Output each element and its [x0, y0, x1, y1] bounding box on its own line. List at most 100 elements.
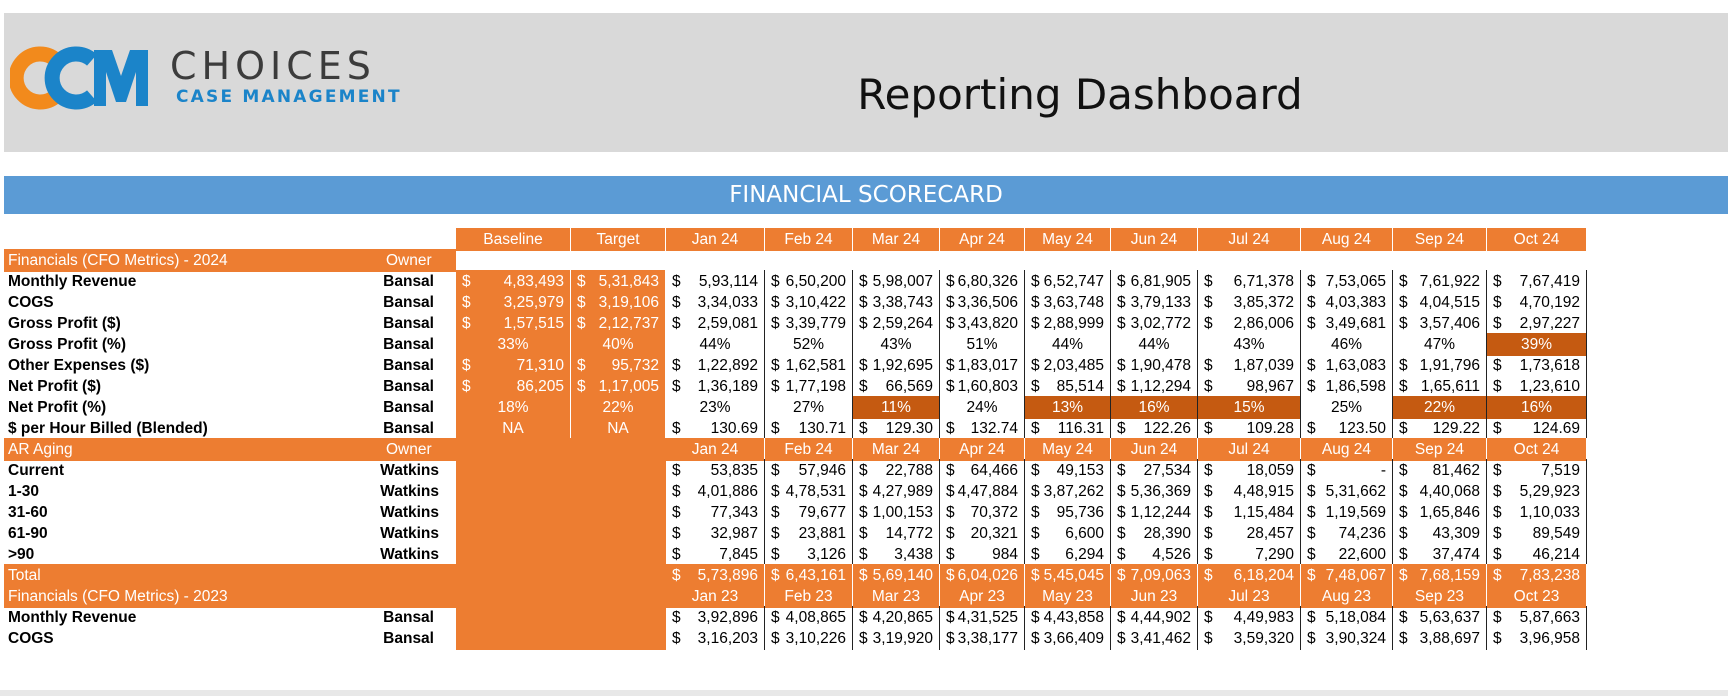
- month-value-cell[interactable]: $3,39,779: [765, 312, 853, 335]
- month-value-cell[interactable]: $1,65,611: [1393, 375, 1487, 398]
- month-value-cell[interactable]: 51%: [940, 333, 1025, 356]
- month-value-cell[interactable]: $1,36,189: [666, 375, 765, 398]
- month-value-cell[interactable]: $130.69: [666, 417, 765, 440]
- month-value-cell[interactable]: $53,835: [666, 459, 765, 482]
- month-value-cell[interactable]: $3,10,226: [765, 627, 853, 650]
- month-value-cell[interactable]: $3,16,203: [666, 627, 765, 650]
- month-value-cell[interactable]: $4,526: [1111, 543, 1198, 566]
- month-value-cell[interactable]: $3,87,262: [1025, 480, 1111, 503]
- month-value-cell[interactable]: $3,88,697: [1393, 627, 1487, 650]
- month-value-cell[interactable]: $4,03,383: [1301, 291, 1393, 314]
- month-value-cell[interactable]: $2,59,264: [853, 312, 940, 335]
- column-header-month[interactable]: Mar 24: [853, 228, 940, 251]
- baseline-cell[interactable]: 18%: [456, 396, 571, 419]
- month-value-cell[interactable]: $129.22: [1393, 417, 1487, 440]
- column-header-baseline[interactable]: Baseline: [456, 228, 571, 251]
- month-value-cell[interactable]: $130.71: [765, 417, 853, 440]
- column-header-month[interactable]: Apr 23: [940, 585, 1025, 608]
- month-value-cell[interactable]: $85,514: [1025, 375, 1111, 398]
- month-value-cell[interactable]: $3,92,896: [666, 606, 765, 629]
- month-value-cell[interactable]: $116.31: [1025, 417, 1111, 440]
- column-header-month[interactable]: Jun 24: [1111, 438, 1198, 461]
- column-header-month[interactable]: Jun 24: [1111, 228, 1198, 251]
- month-value-cell[interactable]: $3,90,324: [1301, 627, 1393, 650]
- column-header-month[interactable]: Jul 24: [1198, 438, 1301, 461]
- column-header-month[interactable]: Jan 24: [666, 438, 765, 461]
- month-value-cell[interactable]: $64,466: [940, 459, 1025, 482]
- month-value-cell[interactable]: $18,059: [1198, 459, 1301, 482]
- month-value-cell[interactable]: $984: [940, 543, 1025, 566]
- month-value-cell[interactable]: $3,126: [765, 543, 853, 566]
- column-header-month[interactable]: Oct 24: [1487, 438, 1587, 461]
- month-value-cell[interactable]: $4,70,192: [1487, 291, 1587, 314]
- month-value-cell[interactable]: 46%: [1301, 333, 1393, 356]
- month-value-cell[interactable]: $5,98,007: [853, 270, 940, 293]
- month-value-cell[interactable]: 16%: [1487, 396, 1587, 419]
- month-value-cell[interactable]: $2,88,999: [1025, 312, 1111, 335]
- month-value-cell[interactable]: $3,63,748: [1025, 291, 1111, 314]
- column-header-month[interactable]: Jun 23: [1111, 585, 1198, 608]
- column-header-month[interactable]: Jul 23: [1198, 585, 1301, 608]
- month-value-cell[interactable]: $3,43,820: [940, 312, 1025, 335]
- column-header-month[interactable]: Mar 23: [853, 585, 940, 608]
- column-header-month[interactable]: May 23: [1025, 585, 1111, 608]
- month-value-cell[interactable]: $122.26: [1111, 417, 1198, 440]
- month-value-cell[interactable]: $3,85,372: [1198, 291, 1301, 314]
- month-value-cell[interactable]: $1,00,153: [853, 501, 940, 524]
- month-value-cell[interactable]: $3,02,772: [1111, 312, 1198, 335]
- month-value-cell[interactable]: 23%: [666, 396, 765, 419]
- column-header-month[interactable]: Sep 24: [1393, 228, 1487, 251]
- total-value-cell[interactable]: $7,83,238: [1487, 564, 1587, 587]
- column-header-month[interactable]: Sep 23: [1393, 585, 1487, 608]
- month-value-cell[interactable]: $4,43,858: [1025, 606, 1111, 629]
- column-header-target[interactable]: Target: [571, 228, 666, 251]
- month-value-cell[interactable]: $4,40,068: [1393, 480, 1487, 503]
- month-value-cell[interactable]: $4,01,886: [666, 480, 765, 503]
- column-header-month[interactable]: May 24: [1025, 438, 1111, 461]
- baseline-cell[interactable]: 33%: [456, 333, 571, 356]
- column-header-month[interactable]: Feb 23: [765, 585, 853, 608]
- month-value-cell[interactable]: $7,67,419: [1487, 270, 1587, 293]
- month-value-cell[interactable]: $81,462: [1393, 459, 1487, 482]
- month-value-cell[interactable]: $4,20,865: [853, 606, 940, 629]
- month-value-cell[interactable]: $5,87,663: [1487, 606, 1587, 629]
- month-value-cell[interactable]: $5,93,114: [666, 270, 765, 293]
- month-value-cell[interactable]: 15%: [1198, 396, 1301, 419]
- month-value-cell[interactable]: $3,438: [853, 543, 940, 566]
- target-cell[interactable]: $2,12,737: [571, 312, 666, 335]
- month-value-cell[interactable]: $3,49,681: [1301, 312, 1393, 335]
- month-value-cell[interactable]: $89,549: [1487, 522, 1587, 545]
- baseline-cell[interactable]: $71,310: [456, 354, 571, 377]
- column-header-month[interactable]: Feb 24: [765, 438, 853, 461]
- month-value-cell[interactable]: $4,78,531: [765, 480, 853, 503]
- column-header-month[interactable]: Sep 24: [1393, 438, 1487, 461]
- total-value-cell[interactable]: $6,43,161: [765, 564, 853, 587]
- month-value-cell[interactable]: $129.30: [853, 417, 940, 440]
- month-value-cell[interactable]: 16%: [1111, 396, 1198, 419]
- month-value-cell[interactable]: 52%: [765, 333, 853, 356]
- month-value-cell[interactable]: $37,474: [1393, 543, 1487, 566]
- month-value-cell[interactable]: $2,97,227: [1487, 312, 1587, 335]
- month-value-cell[interactable]: $23,881: [765, 522, 853, 545]
- month-value-cell[interactable]: $74,236: [1301, 522, 1393, 545]
- month-value-cell[interactable]: 47%: [1393, 333, 1487, 356]
- total-value-cell[interactable]: $7,68,159: [1393, 564, 1487, 587]
- month-value-cell[interactable]: $6,71,378: [1198, 270, 1301, 293]
- month-value-cell[interactable]: $46,214: [1487, 543, 1587, 566]
- column-header-month[interactable]: Jan 23: [666, 585, 765, 608]
- month-value-cell[interactable]: $98,967: [1198, 375, 1301, 398]
- target-cell[interactable]: NA: [571, 417, 666, 440]
- month-value-cell[interactable]: $6,50,200: [765, 270, 853, 293]
- month-value-cell[interactable]: $ -: [1301, 459, 1393, 482]
- column-header-month[interactable]: Feb 24: [765, 228, 853, 251]
- month-value-cell[interactable]: $66,569: [853, 375, 940, 398]
- target-cell[interactable]: $95,732: [571, 354, 666, 377]
- month-value-cell[interactable]: $28,457: [1198, 522, 1301, 545]
- month-value-cell[interactable]: 27%: [765, 396, 853, 419]
- month-value-cell[interactable]: $5,31,662: [1301, 480, 1393, 503]
- month-value-cell[interactable]: $109.28: [1198, 417, 1301, 440]
- column-header-month[interactable]: Apr 24: [940, 438, 1025, 461]
- month-value-cell[interactable]: $22,600: [1301, 543, 1393, 566]
- month-value-cell[interactable]: 24%: [940, 396, 1025, 419]
- month-value-cell[interactable]: $5,36,369: [1111, 480, 1198, 503]
